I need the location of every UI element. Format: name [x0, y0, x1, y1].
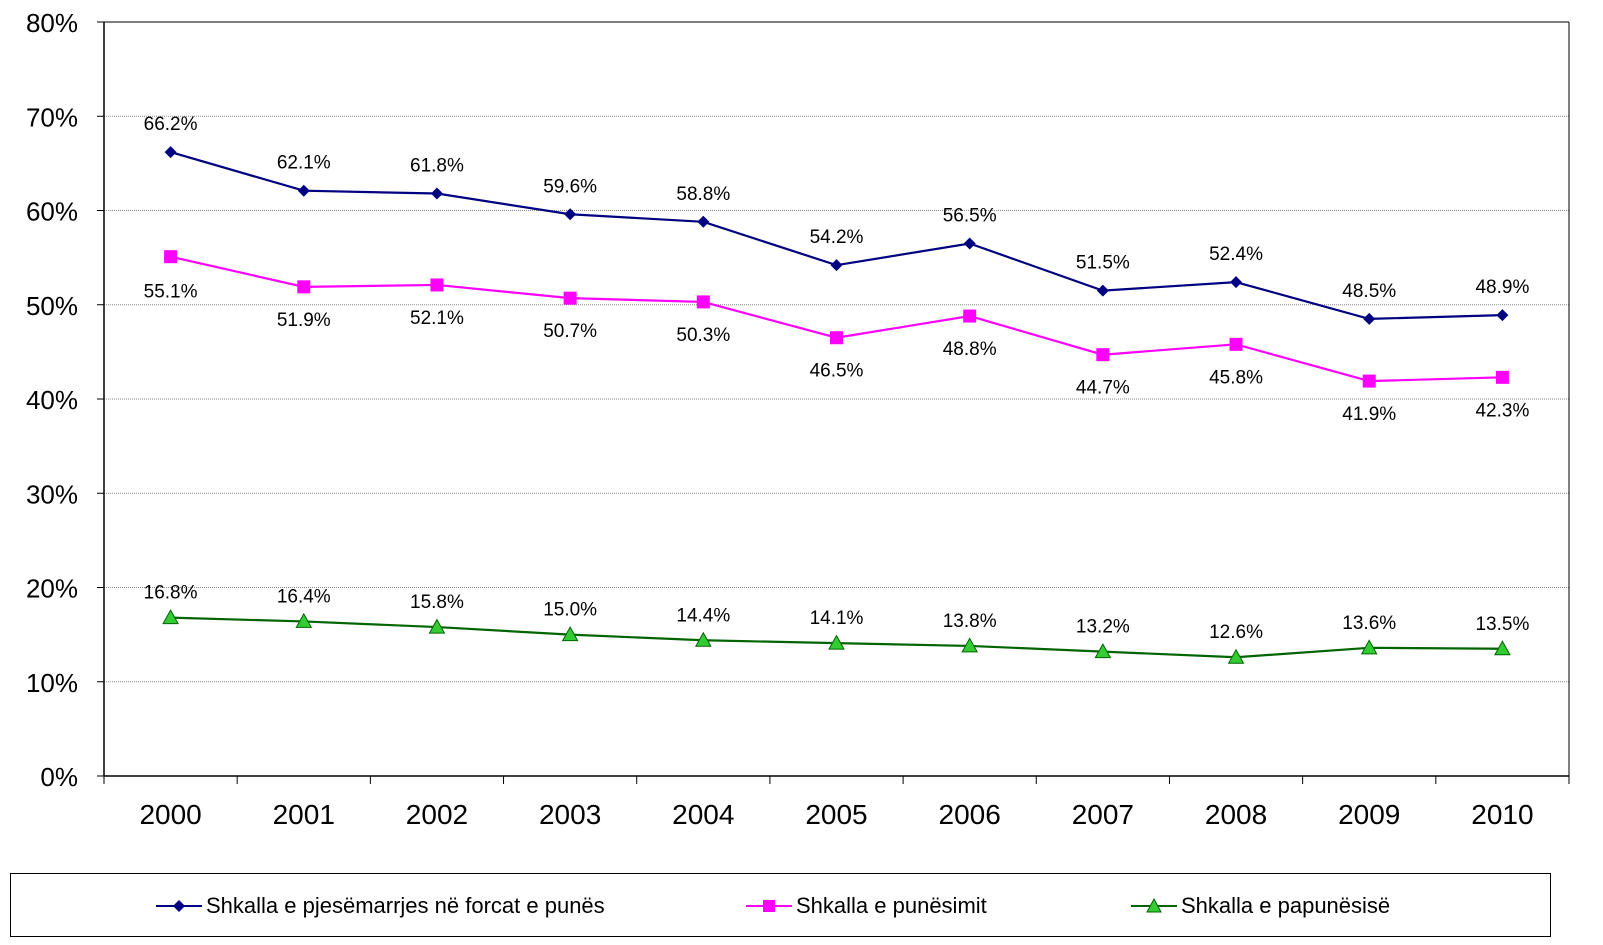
data-label: 55.1% — [144, 282, 198, 303]
data-point-diamond — [297, 184, 310, 197]
data-point-square — [1229, 337, 1243, 351]
data-label: 52.1% — [410, 308, 464, 329]
data-point-square — [1096, 348, 1110, 362]
legend-marker-triangle — [1131, 897, 1177, 913]
data-label: 46.5% — [810, 361, 864, 382]
data-label: 52.4% — [1209, 244, 1263, 265]
data-point-square — [430, 278, 444, 292]
data-label: 13.5% — [1475, 614, 1529, 635]
data-label: 42.3% — [1475, 400, 1529, 421]
data-label: 50.7% — [543, 321, 597, 342]
data-point-square — [830, 331, 843, 345]
data-point-triangle — [961, 637, 979, 653]
data-point-triangle — [428, 618, 446, 634]
data-point-triangle — [694, 631, 712, 647]
x-tick-label: 2008 — [1205, 799, 1267, 830]
data-label: 48.8% — [943, 339, 997, 360]
legend-item-participation: Shkalla e pjesëmarrjes në forcat e punës — [156, 874, 605, 938]
legend-marker-square — [746, 900, 792, 912]
data-label: 54.2% — [810, 227, 864, 248]
x-tick-label: 2000 — [139, 799, 201, 830]
data-point-diamond — [1096, 284, 1109, 297]
line-chart: 0% 10% 20% 30% 40% 50% 60% 70% 80% 2000 2001 2002 20… — [26, 8, 1570, 830]
y-tick-label: 40% — [26, 385, 78, 415]
x-tick-label: 2010 — [1471, 799, 1533, 830]
data-point-triangle — [561, 626, 579, 642]
data-point-diamond — [830, 259, 843, 272]
data-label: 51.5% — [1076, 253, 1130, 274]
data-label: 13.6% — [1342, 613, 1396, 634]
x-tick-label: 2004 — [672, 799, 734, 830]
x-tick-label: 2001 — [273, 799, 335, 830]
data-label: 41.9% — [1342, 404, 1396, 425]
data-point-square — [1495, 370, 1509, 384]
legend-item-employment: Shkalla e punësimit — [746, 874, 987, 938]
data-point-diamond — [1496, 309, 1509, 322]
y-tick-label: 30% — [26, 479, 78, 509]
data-label: 56.5% — [943, 205, 997, 226]
data-label: 14.1% — [810, 608, 864, 629]
chart-legend: Shkalla e pjesëmarrjes në forcat e punës… — [10, 873, 1551, 937]
data-point-triangle — [1494, 640, 1511, 656]
y-tick-label: 80% — [26, 8, 78, 38]
legend-item-unemployment: Shkalla e papunësisë — [1131, 874, 1390, 938]
data-label: 59.6% — [543, 176, 597, 197]
data-point-diamond — [1230, 276, 1243, 289]
data-label: 61.8% — [410, 156, 464, 177]
y-tick-label: 10% — [26, 668, 78, 698]
y-tick-label: 50% — [26, 291, 78, 321]
data-label: 14.4% — [676, 605, 730, 626]
legend-marker-diamond — [156, 900, 202, 912]
legend-label-employment: Shkalla e punësimit — [796, 893, 987, 918]
data-label: 15.8% — [410, 592, 464, 613]
data-point-triangle — [1227, 648, 1245, 664]
data-point-triangle — [1360, 639, 1378, 655]
data-point-square — [696, 295, 710, 309]
data-point-square — [1362, 374, 1376, 388]
data-point-diamond — [697, 215, 710, 228]
data-label: 58.8% — [676, 184, 730, 205]
data-point-diamond — [564, 208, 577, 221]
data-point-diamond — [164, 146, 177, 159]
data-label: 62.1% — [277, 153, 331, 174]
data-point-diamond — [1363, 312, 1376, 325]
data-point-square — [297, 280, 311, 294]
data-point-square — [963, 309, 977, 323]
x-tick-label: 2003 — [539, 799, 601, 830]
legend-label-unemployment: Shkalla e papunësisë — [1181, 893, 1391, 918]
data-point-triangle — [295, 612, 313, 628]
y-tick-label: 60% — [26, 197, 78, 227]
x-tick-label: 2005 — [805, 799, 867, 830]
x-tick-label: 2009 — [1338, 799, 1400, 830]
data-label: 48.9% — [1475, 277, 1529, 298]
x-tick-label: 2002 — [406, 799, 468, 830]
data-label: 44.7% — [1076, 378, 1130, 399]
data-point-triangle — [162, 609, 179, 625]
x-tick-label: 2006 — [939, 799, 1001, 830]
y-tick-label: 0% — [40, 762, 78, 792]
data-point-square — [563, 291, 577, 305]
data-point-diamond — [963, 237, 976, 250]
data-point-diamond — [430, 187, 443, 200]
x-tick-label: 2007 — [1072, 799, 1134, 830]
data-point-triangle — [1094, 643, 1112, 659]
data-label: 13.2% — [1076, 617, 1130, 638]
data-label: 66.2% — [144, 114, 198, 135]
data-label: 45.8% — [1209, 367, 1263, 388]
data-label: 12.6% — [1209, 622, 1263, 643]
data-label: 16.4% — [277, 586, 331, 607]
legend-label-participation: Shkalla e pjesëmarrjes në forcat e punës — [206, 893, 605, 918]
y-tick-label: 20% — [26, 574, 78, 604]
data-label: 13.8% — [943, 611, 997, 632]
data-label: 51.9% — [277, 310, 331, 331]
y-tick-label: 70% — [26, 102, 78, 132]
data-label: 15.0% — [543, 600, 597, 621]
data-label: 48.5% — [1342, 281, 1396, 302]
data-point-triangle — [828, 634, 845, 650]
data-label: 50.3% — [676, 325, 730, 346]
data-label: 16.8% — [144, 583, 198, 604]
data-point-square — [164, 250, 178, 264]
